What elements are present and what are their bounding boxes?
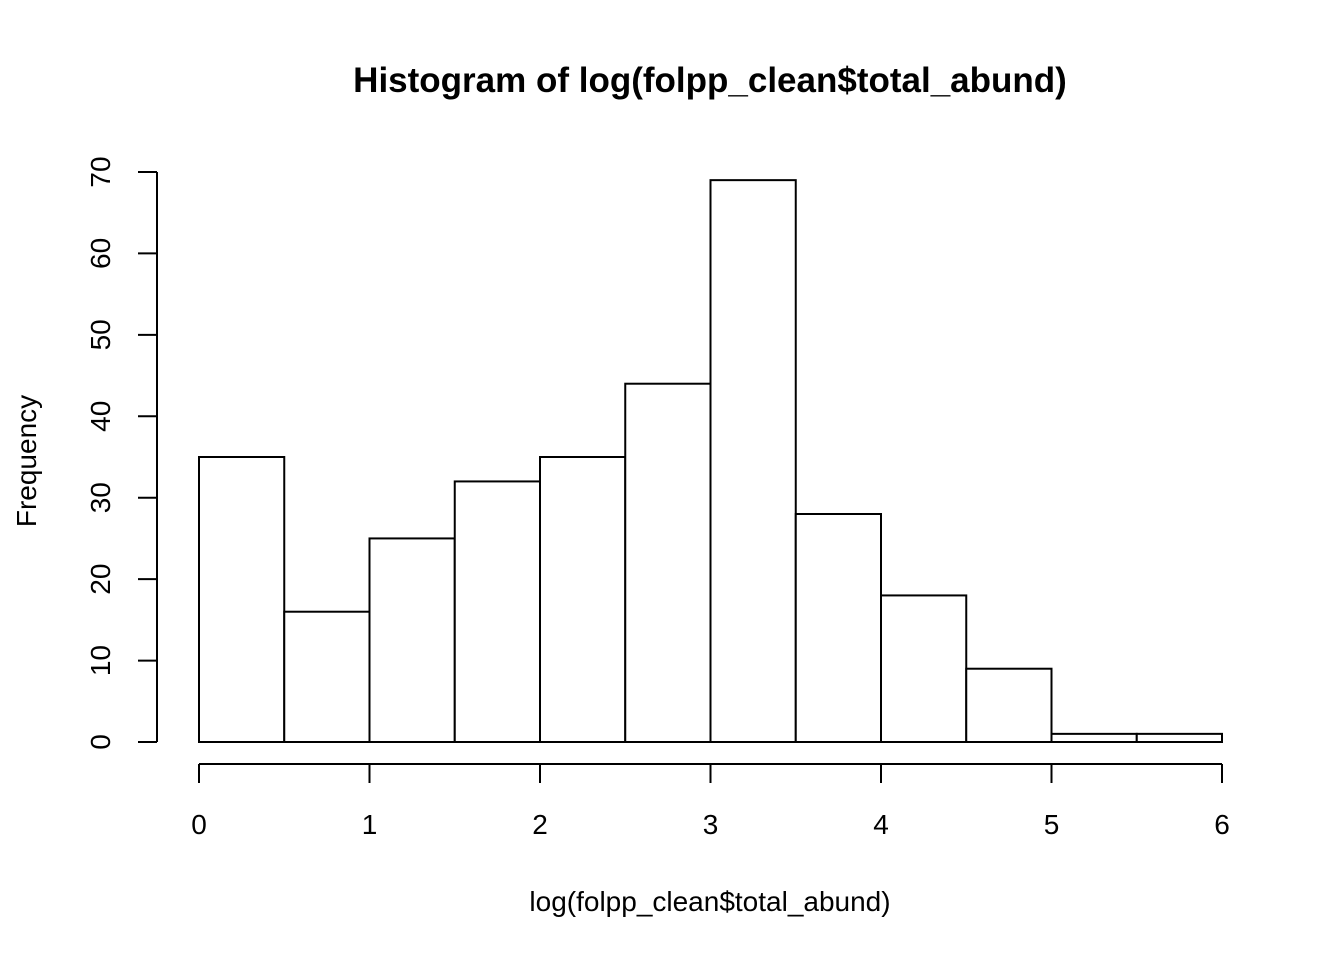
histogram-bar-7 (794, 513, 882, 743)
histogram-bar-5 (624, 382, 712, 743)
histogram-bar-4 (539, 456, 627, 743)
chart-title: Histogram of log(folpp_clean$total_abund… (353, 61, 1067, 100)
y-tick-label-3: 30 (85, 482, 116, 513)
histogram-bar-1 (283, 610, 371, 744)
y-tick-label-6: 60 (85, 238, 116, 269)
histogram-bar-6 (709, 179, 797, 743)
y-axis: 0 10 20 30 40 50 60 70 (85, 156, 158, 750)
bars-group (198, 179, 1223, 744)
histogram-bar-11 (1135, 732, 1223, 743)
x-tick-label-5: 5 (1044, 809, 1060, 840)
y-tick-label-5: 50 (85, 319, 116, 350)
histogram-bar-2 (368, 537, 456, 744)
x-axis: 0 1 2 3 4 5 6 (191, 763, 1230, 840)
y-tick-label-2: 20 (85, 564, 116, 595)
x-tick-label-4: 4 (873, 809, 889, 840)
x-tick-label-2: 2 (532, 809, 548, 840)
histogram-bar-9 (965, 667, 1053, 744)
histogram-bar-0 (198, 456, 286, 743)
x-tick-label-0: 0 (191, 809, 207, 840)
y-tick-label-7: 70 (85, 156, 116, 187)
x-tick-label-3: 3 (703, 809, 719, 840)
y-tick-label-1: 10 (85, 645, 116, 676)
x-axis-label: log(folpp_clean$total_abund) (529, 886, 890, 917)
y-tick-label-4: 40 (85, 401, 116, 432)
y-axis-label: Frequency (11, 395, 42, 527)
histogram-bar-8 (880, 594, 968, 744)
x-tick-label-1: 1 (362, 809, 378, 840)
histogram-bar-3 (453, 480, 541, 743)
x-tick-label-6: 6 (1214, 809, 1230, 840)
y-tick-label-0: 0 (85, 734, 116, 750)
histogram-bar-10 (1050, 732, 1138, 743)
